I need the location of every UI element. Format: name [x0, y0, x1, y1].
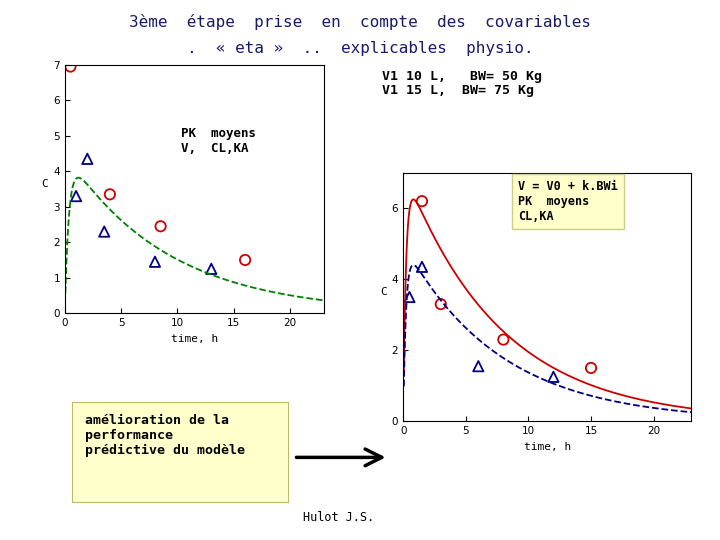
Text: amélioration de la
performance
prédictive du modèle: amélioration de la performance prédictiv… [85, 414, 245, 457]
X-axis label: time, h: time, h [171, 334, 218, 343]
Text: V1 15 L,  BW= 75 Kg: V1 15 L, BW= 75 Kg [382, 84, 534, 97]
Text: Hulot J.S.: Hulot J.S. [303, 511, 374, 524]
Point [71, 192, 82, 200]
Point [104, 190, 116, 199]
Point [585, 363, 597, 372]
Point [498, 335, 509, 344]
Point [81, 154, 93, 163]
Point [416, 262, 428, 271]
Point [416, 197, 428, 206]
X-axis label: time, h: time, h [523, 442, 571, 451]
Y-axis label: C: C [380, 287, 387, 297]
Text: 3ème  étape  prise  en  compte  des  covariables: 3ème étape prise en compte des covariabl… [129, 14, 591, 30]
Text: .  « eta »  ..  explicables  physio.: . « eta » .. explicables physio. [186, 40, 534, 56]
Point [404, 293, 415, 301]
Text: V1 10 L,   BW= 50 Kg: V1 10 L, BW= 50 Kg [382, 70, 541, 83]
Point [205, 265, 217, 273]
Point [435, 300, 446, 308]
Text: PK  moyens
V,  CL,KA: PK moyens V, CL,KA [181, 127, 256, 155]
Text: V = V0 + k.BWi
PK  moyens
CL,KA: V = V0 + k.BWi PK moyens CL,KA [518, 180, 618, 223]
Point [548, 373, 559, 381]
Point [149, 258, 161, 266]
Point [155, 222, 166, 231]
Point [99, 227, 110, 236]
Point [472, 362, 484, 370]
Y-axis label: C: C [42, 179, 48, 189]
Point [65, 62, 76, 71]
Point [239, 255, 251, 264]
